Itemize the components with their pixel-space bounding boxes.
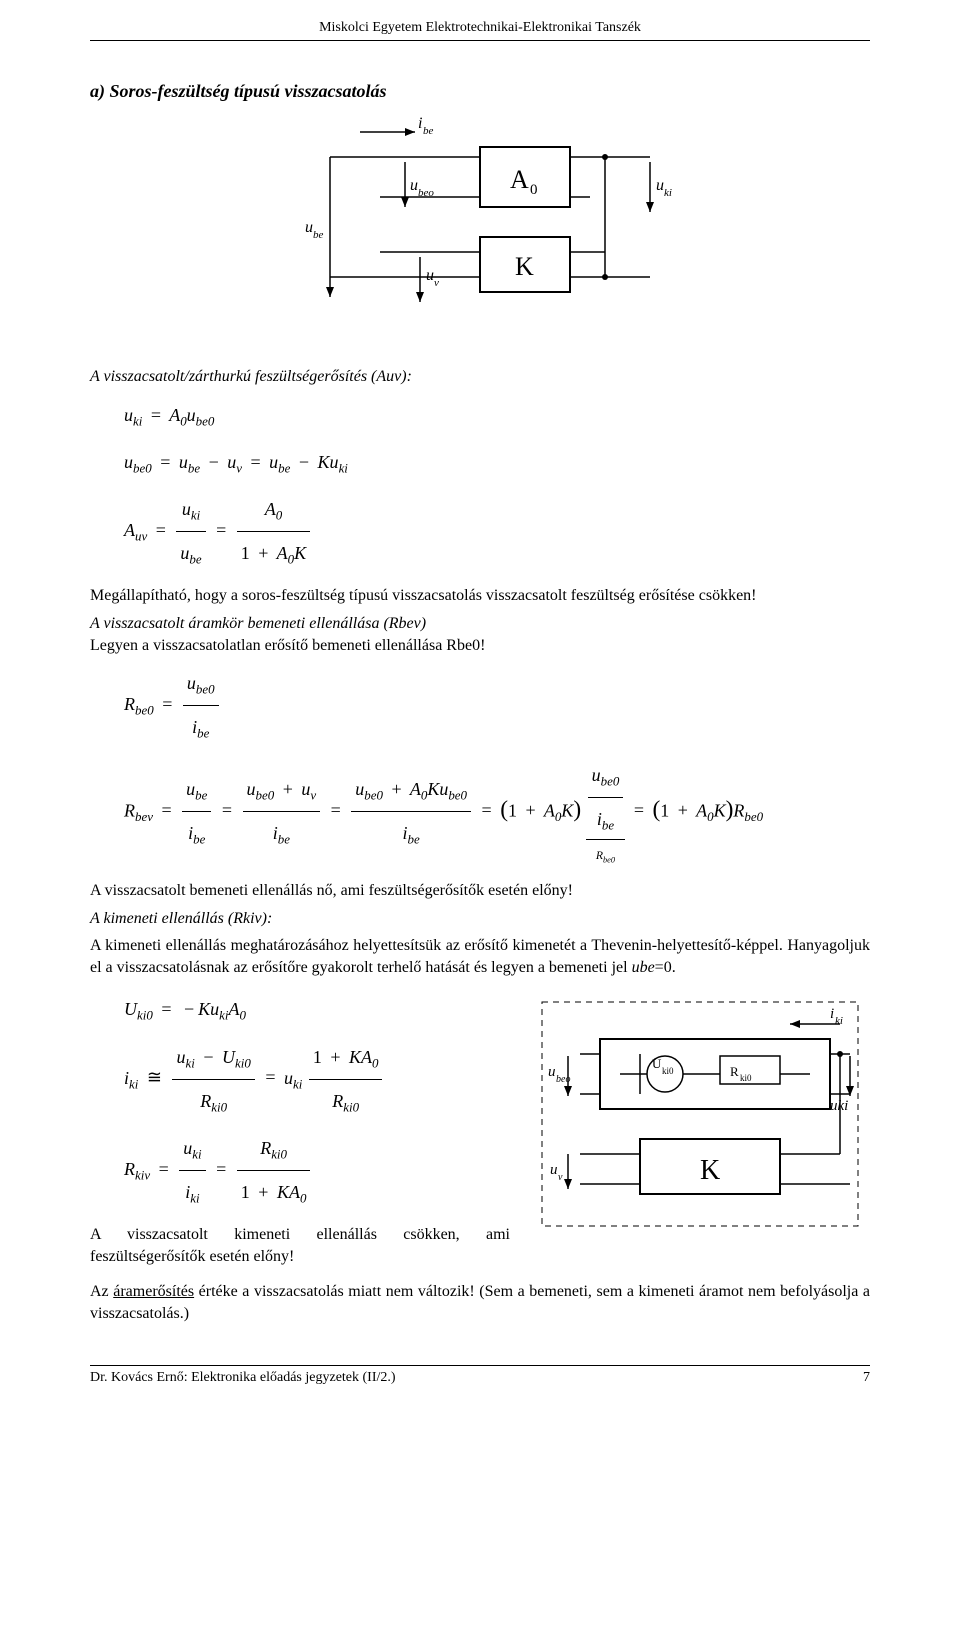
body-text-5: Az áramerősítés értéke a visszacsatolás … bbox=[90, 1281, 870, 1324]
body-text-4: A visszacsatolt kimeneti ellenállás csök… bbox=[90, 1224, 510, 1267]
equation-auv: uki = A0ube0 ube0 = ube − uv = ube − Kuk… bbox=[90, 394, 870, 576]
svg-text:u: u bbox=[410, 177, 418, 194]
svg-text:ki0: ki0 bbox=[662, 1066, 674, 1076]
svg-text:u: u bbox=[305, 219, 313, 236]
svg-text:i: i bbox=[830, 1006, 834, 1022]
svg-text:K: K bbox=[700, 1155, 720, 1186]
svg-text:u: u bbox=[426, 267, 434, 284]
page-header: Miskolci Egyetem Elektrotechnikai-Elektr… bbox=[90, 20, 870, 41]
footer-left: Dr. Kovács Ernő: Elektronika előadás jeg… bbox=[90, 1370, 396, 1386]
diagram-feedback-block: i be u be u beo A 0 u bbox=[90, 112, 870, 342]
svg-text:u: u bbox=[548, 1064, 556, 1080]
svg-text:R: R bbox=[730, 1064, 739, 1079]
footer-page-number: 7 bbox=[863, 1370, 870, 1386]
svg-text:v: v bbox=[558, 1172, 563, 1183]
uki-label: uki bbox=[830, 1098, 870, 1115]
svg-text:ki: ki bbox=[835, 1015, 843, 1027]
auv-heading: A visszacsatolt/zárthurkú feszültségerős… bbox=[90, 366, 870, 388]
rkiv-heading: A kimeneti ellenállás (Rkiv): bbox=[90, 908, 870, 930]
svg-text:U: U bbox=[652, 1056, 662, 1071]
svg-text:ki0: ki0 bbox=[740, 1073, 752, 1083]
body-text-1: Megállapítható, hogy a soros-feszültség … bbox=[90, 585, 870, 607]
svg-text:v: v bbox=[434, 277, 439, 289]
section-title: a) Soros-feszültség típusú visszacsatolá… bbox=[90, 81, 870, 102]
diagram-thevenin: i ki U ki0 R ki0 bbox=[530, 984, 870, 1275]
page-footer: Dr. Kovács Ernő: Elektronika előadás jeg… bbox=[90, 1365, 870, 1386]
body-text-2: A visszacsatolt bemeneti ellenállás nő, … bbox=[90, 880, 870, 902]
svg-text:i: i bbox=[418, 115, 422, 132]
svg-text:u: u bbox=[656, 177, 664, 194]
svg-text:u: u bbox=[550, 1162, 558, 1178]
equation-rbev: Rbe0 = ube0ibe Rbev = ubeibe = ube0 + uv… bbox=[90, 662, 870, 870]
equation-rkiv: Uki0 = −KukiA0 iki ≅ uki − Uki0Rki0 = uk… bbox=[90, 988, 510, 1214]
body-text-3: A kimeneti ellenállás meghatározásához h… bbox=[90, 935, 870, 978]
svg-text:be: be bbox=[313, 229, 324, 241]
svg-text:be: be bbox=[423, 125, 434, 137]
svg-text:ki: ki bbox=[664, 187, 672, 199]
rbev-heading: A visszacsatolt áramkör bemeneti ellenál… bbox=[90, 613, 870, 656]
svg-text:K: K bbox=[515, 252, 534, 281]
svg-text:0: 0 bbox=[530, 182, 538, 198]
svg-text:beo: beo bbox=[556, 1074, 570, 1085]
svg-text:A: A bbox=[510, 165, 529, 194]
